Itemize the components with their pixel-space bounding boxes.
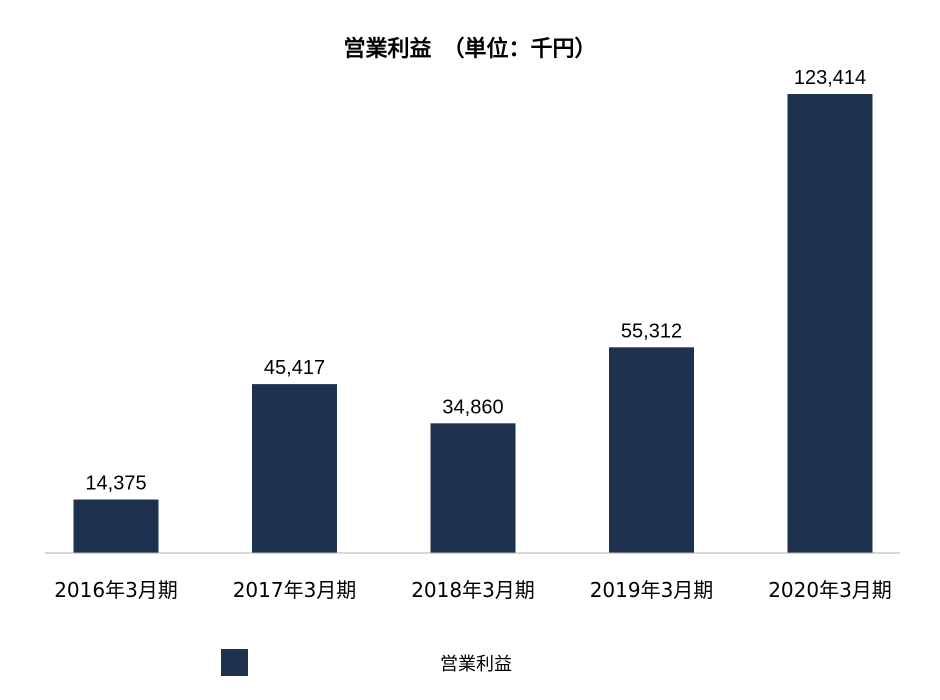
value-label-1: 45,417 [264, 357, 325, 379]
category-label-1: 2017年3月期 [233, 578, 357, 602]
value-label-4: 123,414 [794, 67, 866, 89]
category-label-0: 2016年3月期 [54, 578, 178, 602]
category-label-2: 2018年3月期 [411, 578, 535, 602]
bar-0 [73, 499, 159, 553]
value-label-2: 34,860 [442, 396, 503, 418]
category-labels-group: 2016年3月期 2017年3月期 2018年3月期 2019年3月期 2020年3月期 [54, 578, 892, 602]
bars-group [73, 94, 873, 553]
value-label-3: 55,312 [621, 320, 682, 342]
bar-3 [609, 347, 694, 553]
category-label-3: 2019年3月期 [590, 578, 714, 602]
value-label-0: 14,375 [85, 473, 146, 495]
legend-label: 営業利益 [440, 654, 512, 675]
legend: 営業利益 [221, 649, 512, 676]
bar-4 [787, 94, 873, 553]
bar-2 [430, 423, 516, 553]
bar-1 [252, 384, 337, 553]
category-label-4: 2020年3月期 [768, 578, 892, 602]
chart-title: 営業利益 （単位：千円） [343, 36, 596, 62]
legend-swatch [221, 649, 248, 676]
value-labels-group: 14,375 45,417 34,860 55,312 123,414 [85, 67, 866, 495]
